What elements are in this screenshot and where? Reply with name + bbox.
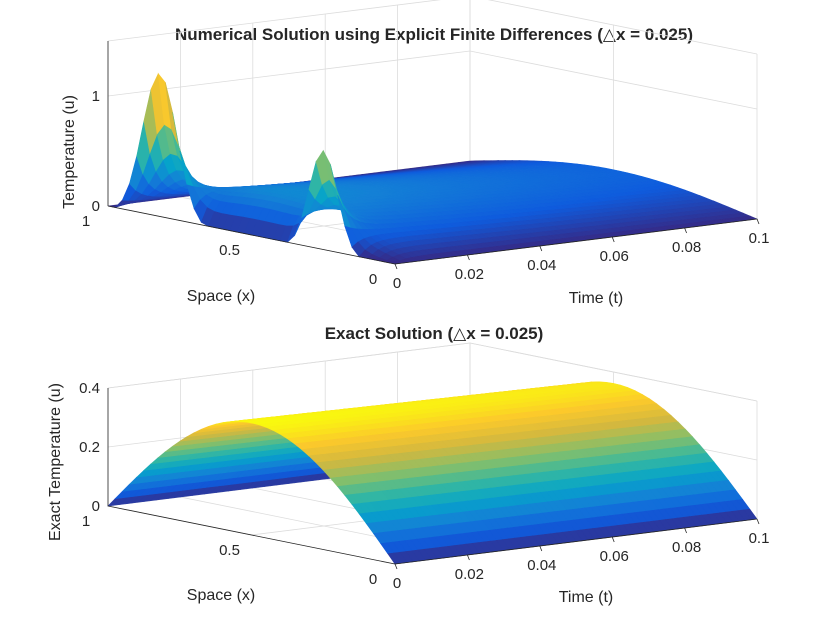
space-tick-label: 0 [369, 271, 377, 288]
chart2-zlabel: Exact Temperature (u) [47, 383, 64, 541]
temperature-tick-label: 0.4 [79, 380, 100, 397]
time-tick-mark [684, 227, 687, 234]
chart-numerical: Numerical Solution using Explicit Finite… [61, 0, 769, 307]
temperature-tick-label: 0 [92, 198, 100, 215]
chart2-axes [107, 388, 758, 565]
time-tick-label: 0.04 [527, 257, 556, 274]
chart1-xlabel: Time (t) [569, 290, 624, 307]
time-tick-mark [684, 527, 687, 534]
chart2-surface [107, 381, 758, 565]
chart1-zlabel: Temperature (u) [61, 95, 78, 209]
grid-line [107, 342, 758, 402]
time-axis-line [394, 218, 758, 265]
time-tick-label: 0.02 [455, 266, 484, 283]
grid-line [107, 342, 758, 402]
time-tick-mark [611, 236, 615, 243]
grid-line [107, 50, 758, 110]
time-tick-mark [756, 218, 760, 225]
time-tick-mark [756, 518, 760, 525]
space-tick-label: 1 [82, 213, 90, 230]
space-tick-label: 0 [369, 571, 377, 588]
chart-exact: Exact Solution (△x = 0.025) 0 0.02 0.04 0.0… [47, 324, 769, 606]
time-axis-line [394, 518, 758, 565]
chart1-ylabel: Space (x) [187, 288, 255, 305]
time-tick-mark [394, 563, 398, 570]
time-tick-mark [394, 263, 398, 270]
temperature-tick-label: 1 [92, 88, 100, 105]
space-tick-label: 0.5 [219, 542, 240, 559]
space-tick-label: 1 [82, 513, 90, 530]
time-tick-label: 0 [393, 575, 401, 592]
time-tick-label: 0.02 [455, 566, 484, 583]
time-tick-label: 0.06 [600, 248, 629, 265]
time-tick-label: 0 [393, 275, 401, 292]
time-tick-mark [467, 254, 470, 261]
chart2-xlabel: Time (t) [559, 589, 614, 606]
temperature-tick-label: 0 [92, 498, 100, 515]
chart2-ylabel: Space (x) [187, 587, 255, 604]
time-tick-label: 0.1 [749, 530, 770, 547]
space-axis-line [107, 505, 396, 565]
time-tick-label: 0.08 [672, 539, 701, 556]
time-tick-label: 0.04 [527, 557, 556, 574]
temperature-tick-label: 0.2 [79, 439, 100, 456]
time-tick-mark [539, 245, 543, 252]
grid-line [107, 0, 758, 55]
time-tick-mark [539, 545, 543, 552]
time-tick-label: 0.08 [672, 239, 701, 256]
chart1-surface [107, 72, 759, 265]
time-tick-label: 0.1 [749, 230, 770, 247]
space-tick-label: 0.5 [219, 242, 240, 259]
time-tick-mark [467, 554, 470, 561]
space-axis-line [107, 205, 396, 265]
chart2-title: Exact Solution (△x = 0.025) [325, 324, 544, 343]
chart1-axes [107, 41, 758, 265]
time-tick-mark [611, 536, 615, 543]
time-tick-label: 0.06 [600, 548, 629, 565]
chart1-title: Numerical Solution using Explicit Finite… [175, 25, 693, 44]
